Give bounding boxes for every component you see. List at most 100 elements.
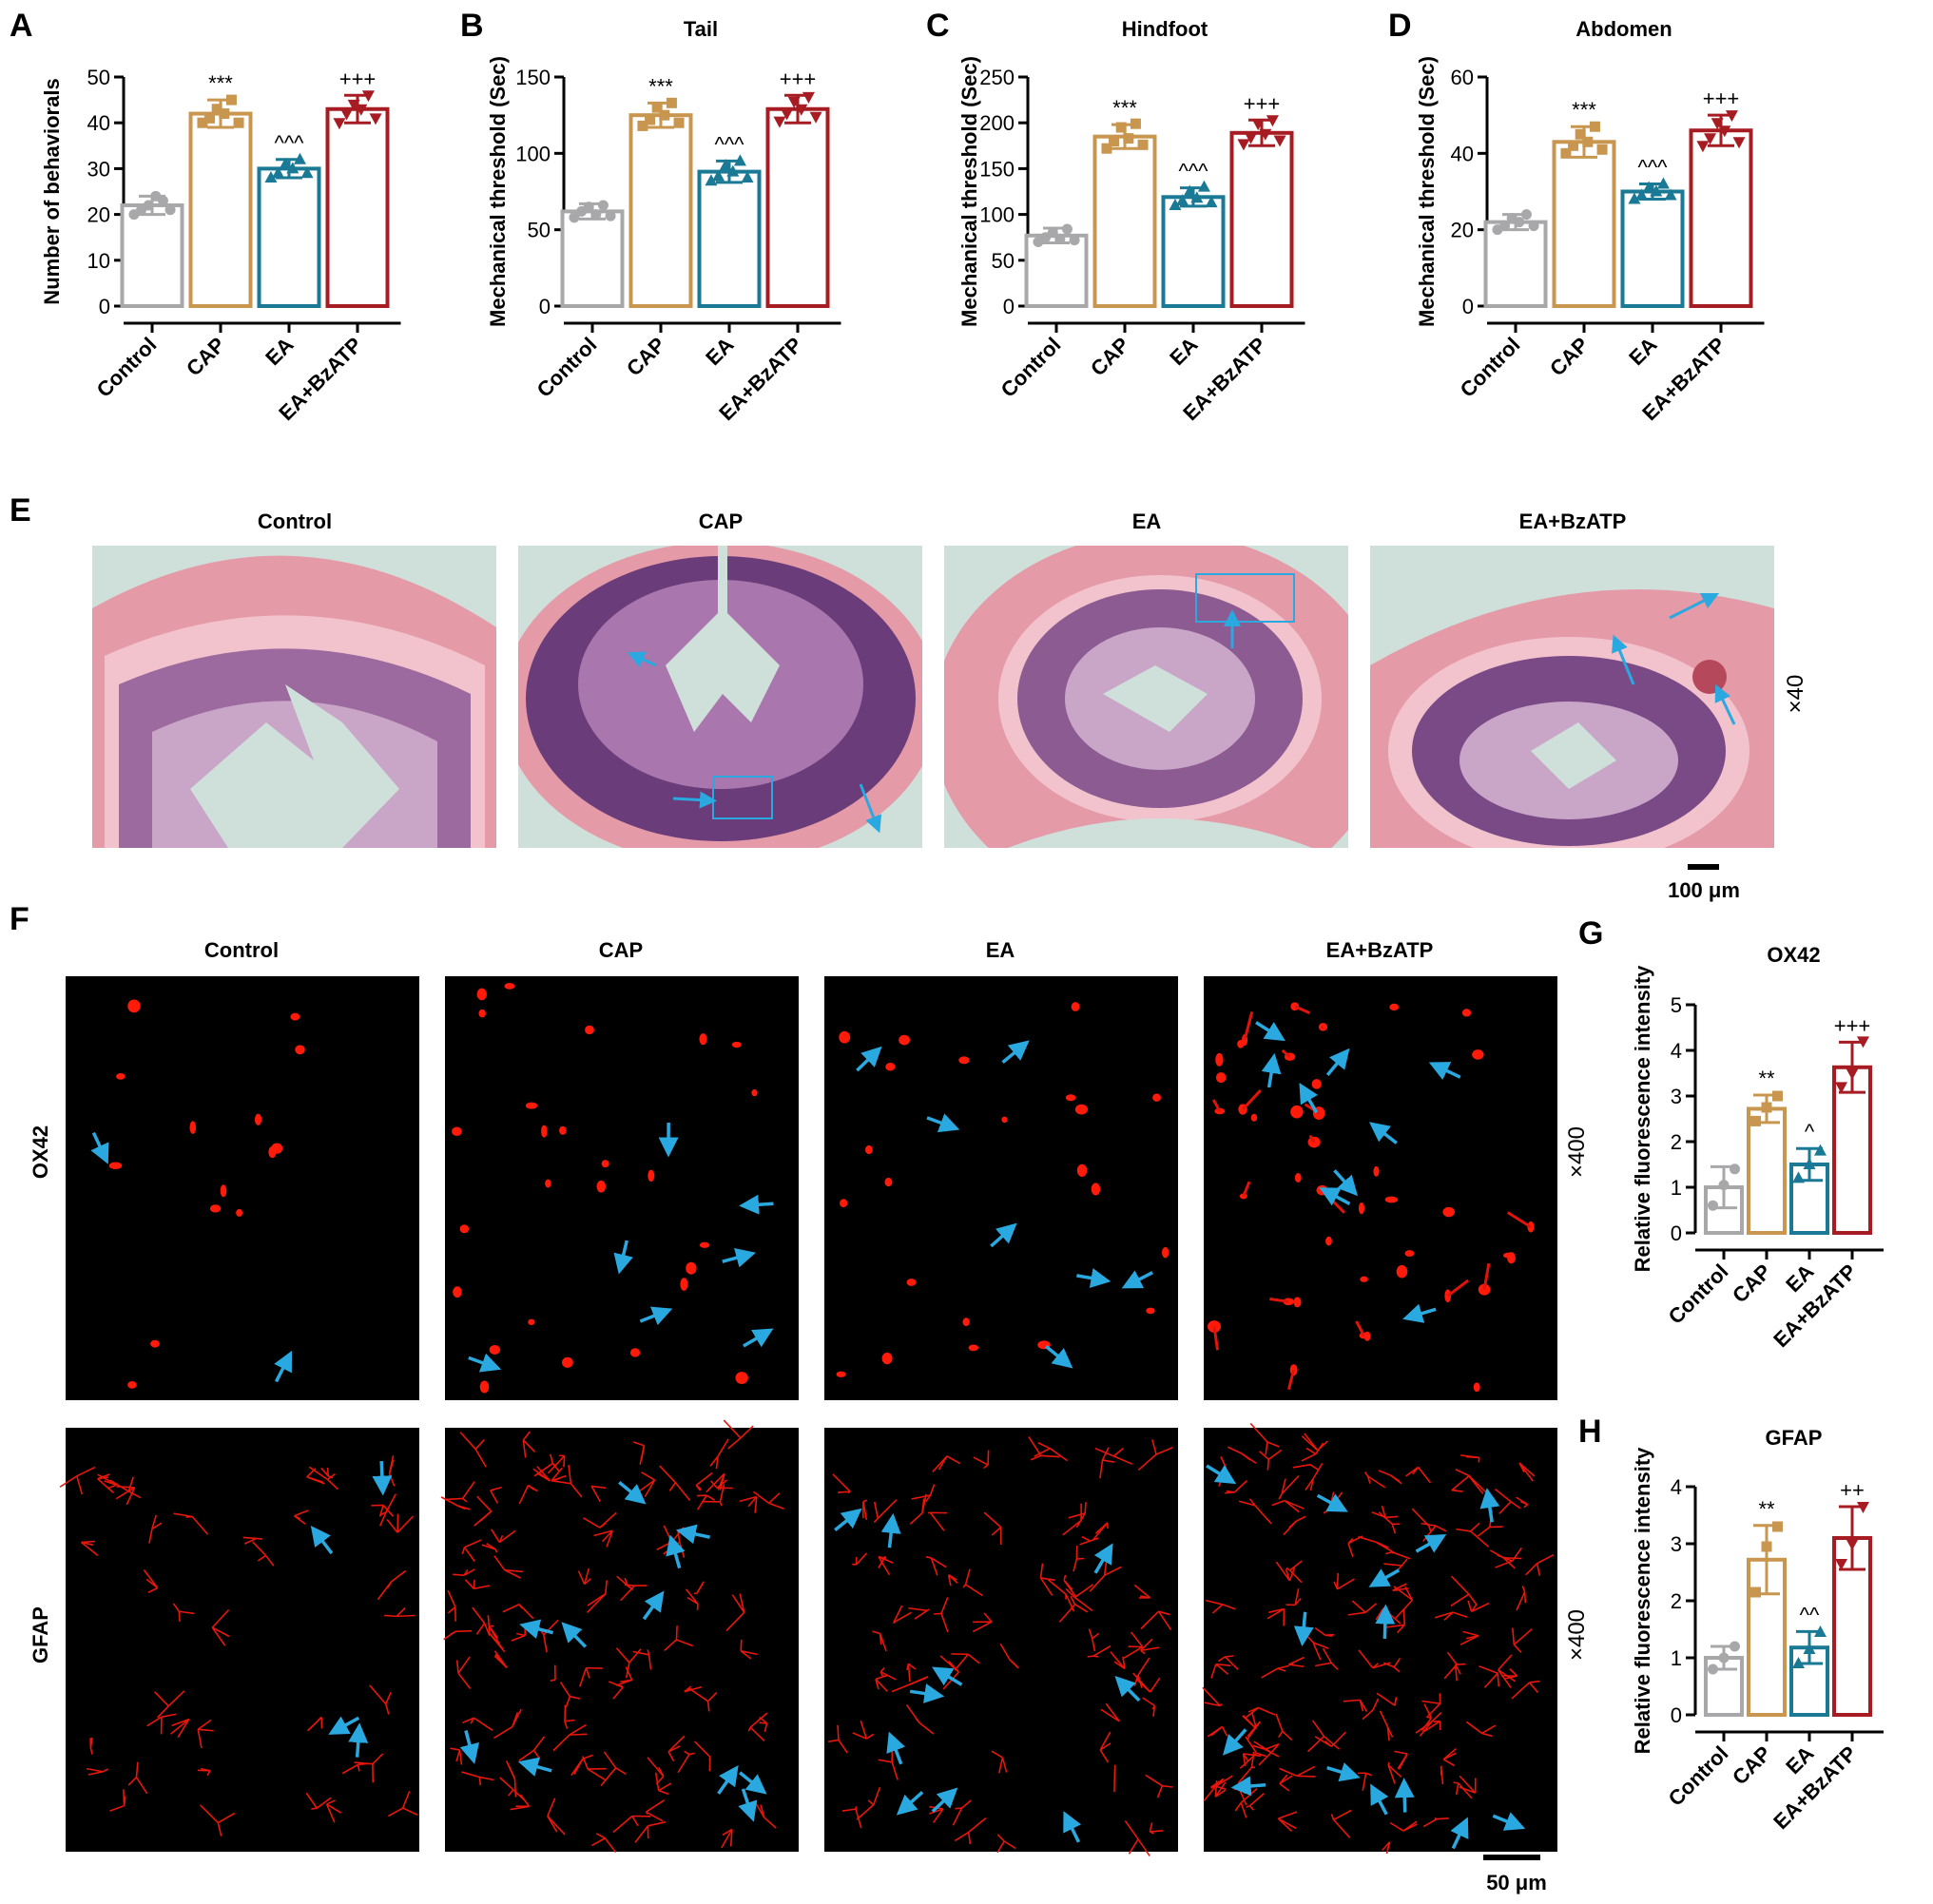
process-signal <box>128 1491 142 1499</box>
process-signal <box>493 1725 513 1740</box>
process-signal <box>486 1543 496 1550</box>
process-signal <box>379 1511 387 1527</box>
process-signal <box>1467 1600 1473 1612</box>
process-signal <box>948 1574 958 1584</box>
process-signal <box>1402 1820 1418 1832</box>
process-signal <box>318 1716 322 1721</box>
process-signal <box>723 1419 742 1439</box>
process-signal <box>570 1483 583 1498</box>
cell-arrow <box>519 1619 554 1639</box>
process-signal <box>1156 1785 1164 1798</box>
process-signal <box>855 1806 858 1810</box>
process-signal <box>1322 1647 1332 1664</box>
process-signal <box>740 1425 754 1439</box>
cell-signal <box>236 1208 243 1217</box>
histology-column-control: Control <box>258 510 332 533</box>
if-magnification-gfap: ×400 <box>1564 1609 1590 1661</box>
cell-signal <box>1215 1072 1227 1084</box>
process-signal <box>1309 1464 1320 1471</box>
process-signal <box>696 1494 707 1510</box>
process-signal <box>1483 1672 1498 1688</box>
process-signal <box>391 1569 407 1583</box>
process-signal <box>1502 1557 1516 1569</box>
process-signal <box>547 1816 558 1833</box>
process-signal <box>925 1555 932 1559</box>
process-signal <box>1241 1452 1251 1461</box>
cell-signal <box>1404 1250 1415 1257</box>
process-signal <box>1281 1048 1291 1058</box>
cell-signal <box>885 1062 896 1071</box>
process-signal <box>457 1656 471 1674</box>
process-signal <box>179 1610 195 1615</box>
x-tick-label: CAP <box>182 333 230 381</box>
significance-label: *** <box>1112 96 1137 120</box>
if-row-gfap: GFAP <box>29 1606 52 1664</box>
process-signal <box>641 1471 655 1481</box>
process-signal <box>1040 1577 1055 1582</box>
process-signal <box>453 1573 465 1576</box>
process-signal <box>1034 1447 1051 1457</box>
data-point <box>1259 128 1272 141</box>
process-signal <box>1224 1656 1239 1670</box>
data-point <box>157 195 168 206</box>
process-signal <box>676 1639 694 1647</box>
process-signal <box>126 1487 136 1506</box>
process-signal <box>749 1712 768 1728</box>
cell-signal <box>1473 1382 1480 1393</box>
process-signal <box>1073 1596 1093 1611</box>
process-signal <box>147 1587 159 1593</box>
data-point <box>741 171 754 183</box>
process-signal <box>1137 1453 1157 1471</box>
data-point <box>1115 122 1127 133</box>
process-signal <box>447 1606 456 1614</box>
histology-image-ea <box>944 546 1348 848</box>
process-signal <box>401 1791 411 1809</box>
process-signal <box>457 1672 472 1689</box>
process-signal <box>479 1776 494 1781</box>
process-signal <box>1282 1730 1293 1741</box>
process-signal <box>1140 1610 1160 1630</box>
process-signal <box>97 1477 115 1494</box>
cell-arrow <box>372 1460 393 1496</box>
process-signal <box>569 1733 588 1736</box>
process-signal <box>551 1462 560 1472</box>
process-signal <box>1442 1759 1456 1767</box>
process-signal <box>677 1754 690 1774</box>
process-signal <box>396 1614 416 1618</box>
process-signal <box>585 1667 590 1679</box>
data-point <box>1635 188 1649 201</box>
process-signal <box>478 1777 482 1786</box>
x-tick-label: EA <box>261 333 298 370</box>
cell-arrow <box>459 1730 479 1764</box>
process-signal <box>1284 1500 1300 1513</box>
process-signal <box>550 1679 556 1682</box>
process-signal <box>1150 1830 1164 1833</box>
cell-signal <box>1444 1289 1452 1303</box>
cell-arrow <box>739 1771 767 1795</box>
significance-label: ++ <box>1840 1478 1865 1502</box>
data-point <box>1711 118 1724 130</box>
process-signal <box>508 1789 514 1797</box>
process-signal <box>455 1629 473 1633</box>
process-signal <box>1238 1500 1256 1507</box>
y-tick-label: 100 <box>515 142 551 165</box>
process-signal <box>1225 1655 1234 1658</box>
cell-signal <box>884 1177 893 1187</box>
process-signal <box>1091 1638 1096 1652</box>
if-image-ox42-1 <box>445 976 799 1400</box>
process-signal <box>1536 1563 1541 1576</box>
process-signal <box>1278 1817 1297 1830</box>
process-signal <box>1506 1211 1532 1229</box>
process-signal <box>932 1808 944 1823</box>
process-signal <box>1090 1537 1099 1542</box>
process-signal <box>640 1445 646 1461</box>
process-signal <box>1214 1781 1227 1798</box>
x-tick-label: Control <box>1664 1741 1733 1811</box>
process-signal <box>1242 1715 1257 1730</box>
process-signal <box>1362 1709 1374 1721</box>
process-signal <box>1456 1528 1471 1532</box>
cell-arrow <box>1001 1040 1030 1064</box>
process-signal <box>369 1684 387 1705</box>
process-signal <box>1337 1578 1355 1590</box>
y-tick-label: 50 <box>87 66 110 89</box>
